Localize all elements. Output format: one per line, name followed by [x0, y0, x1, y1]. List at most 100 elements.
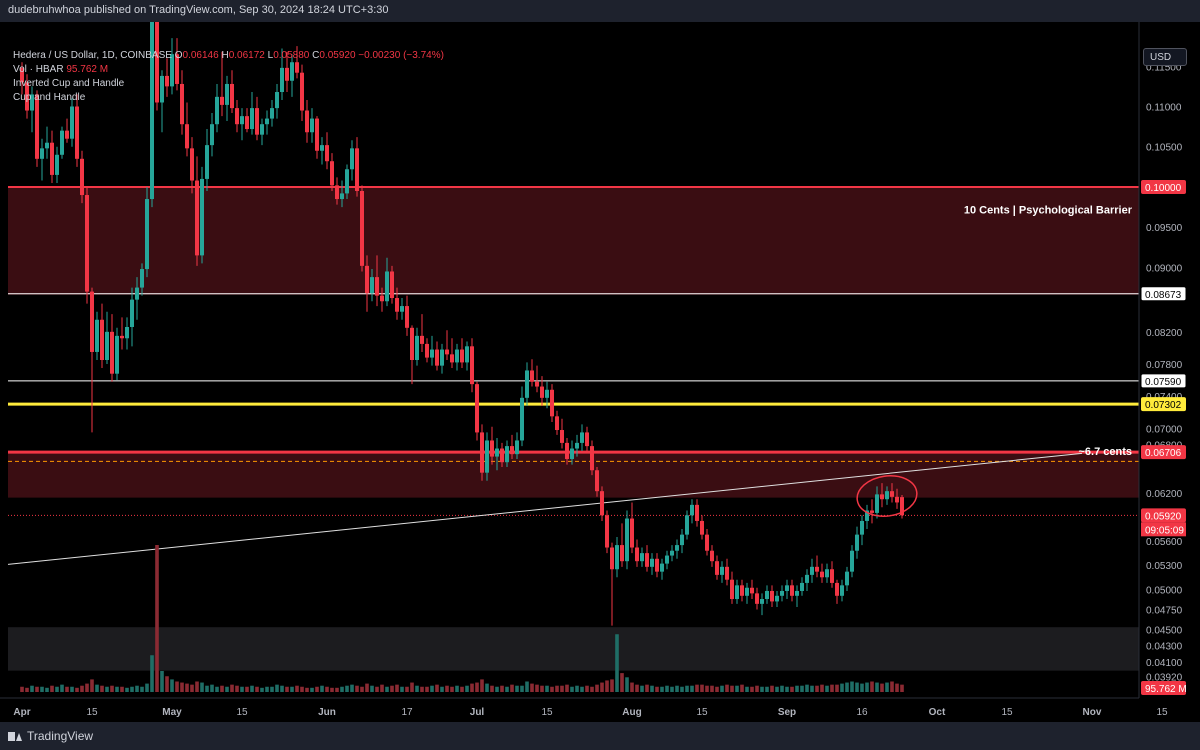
volume-bar	[790, 686, 794, 692]
y-tick-label: 0.05300	[1146, 561, 1183, 572]
candle-body	[850, 550, 854, 572]
candle-body	[290, 62, 294, 81]
legend-indicator-cup[interactable]: Cup and Handle	[13, 92, 86, 103]
x-tick-label: 15	[1156, 707, 1168, 718]
candle-body	[320, 145, 324, 151]
candle-body	[100, 319, 104, 360]
chart-area[interactable]: 10 Cents | Psychological Barrier ~6.7 cen…	[0, 22, 1200, 722]
volume-bar	[150, 655, 154, 692]
volume-bar	[565, 684, 569, 692]
x-tick-label: Nov	[1083, 707, 1102, 718]
candle-body	[470, 346, 474, 385]
volume-bar	[35, 686, 39, 692]
candle-body	[815, 566, 819, 572]
volume-bar	[490, 685, 494, 692]
price-scale-background	[1139, 22, 1200, 722]
candle-body	[135, 287, 139, 300]
volume-bar	[720, 685, 724, 692]
candle-body	[500, 448, 504, 463]
volume-bar	[215, 686, 219, 692]
candle-body	[705, 534, 709, 551]
candle-body	[355, 148, 359, 191]
candle-body	[820, 571, 824, 578]
candle-body	[435, 349, 439, 366]
candle-body	[845, 571, 849, 586]
candle-body	[725, 566, 729, 580]
volume-bar	[635, 684, 639, 692]
volume-bar	[75, 687, 79, 692]
candle-body	[325, 145, 329, 162]
volume-bar	[845, 682, 849, 692]
y-tick-label: 0.04100	[1146, 658, 1183, 669]
volume-bar	[590, 686, 594, 692]
volume-bar	[345, 685, 349, 692]
volume-bar	[670, 686, 674, 692]
volume-label-box	[1141, 681, 1186, 695]
volume-bar	[380, 684, 384, 692]
candle-body	[190, 148, 194, 181]
volume-bar	[145, 683, 149, 692]
volume-bar	[835, 684, 839, 692]
volume-bar	[525, 681, 529, 692]
candle-body	[370, 277, 374, 294]
volume-bar	[200, 682, 204, 692]
candle-body	[210, 124, 214, 146]
x-tick-label: Sep	[778, 707, 796, 718]
y-tick-label: 0.08200	[1146, 328, 1183, 339]
candle-body	[305, 110, 309, 133]
volume-bar	[655, 686, 659, 692]
volume-bar	[855, 682, 859, 692]
volume-bar	[265, 686, 269, 692]
candle-body	[20, 67, 24, 83]
candle-body	[250, 108, 254, 130]
x-tick-label: May	[162, 707, 182, 718]
legend-indicator-inverted-cup[interactable]: Inverted Cup and Handle	[13, 78, 125, 89]
volume-bar	[315, 686, 319, 692]
volume-bar	[390, 685, 394, 692]
candle-body	[490, 440, 494, 457]
y-tick-label: 0.11500	[1146, 62, 1182, 73]
price-label-box-4	[1141, 445, 1186, 460]
candle-body	[225, 83, 229, 105]
candle-body	[590, 446, 594, 471]
candle-body	[30, 94, 34, 111]
volume-bar	[155, 545, 159, 692]
candle-body	[840, 585, 844, 596]
candle-body	[175, 54, 179, 84]
volume-bar	[125, 687, 129, 692]
volume-bar	[400, 686, 404, 692]
currency-button[interactable]: USD	[1143, 48, 1187, 66]
candle-body	[535, 381, 539, 387]
candle-body	[860, 520, 864, 535]
candle-body	[510, 446, 514, 455]
candle-body	[690, 504, 694, 516]
x-tick-label: 15	[86, 707, 98, 718]
candle-body	[565, 442, 569, 459]
volume-bar	[375, 686, 379, 692]
volume-bar	[890, 681, 894, 692]
x-tick-label: 15	[236, 707, 248, 718]
x-tick-label: 15	[541, 707, 553, 718]
candle-body	[65, 130, 69, 139]
annotation-0: 10 Cents | Psychological Barrier	[964, 205, 1133, 217]
y-tick-label: 0.09000	[1146, 263, 1183, 274]
candle-body	[665, 555, 669, 564]
candle-body	[655, 558, 659, 572]
volume-bar	[620, 673, 624, 692]
candle-body	[55, 154, 59, 175]
candle-body	[230, 83, 234, 109]
candle-body	[85, 195, 89, 292]
resistance-zone-0	[8, 186, 1139, 295]
candle-body	[455, 349, 459, 363]
volume-bar	[80, 685, 84, 692]
bottom-bar: TradingView	[0, 722, 1200, 750]
candle-body	[245, 116, 249, 130]
volume-bar	[370, 685, 374, 692]
candle-body	[275, 92, 279, 109]
price-chart[interactable]: 10 Cents | Psychological Barrier ~6.7 cen…	[0, 22, 1200, 722]
volume-bar	[665, 685, 669, 692]
candle-body	[765, 590, 769, 600]
tradingview-logo[interactable]: TradingView	[8, 729, 93, 743]
volume-bar	[65, 686, 69, 692]
volume-bar	[770, 685, 774, 692]
